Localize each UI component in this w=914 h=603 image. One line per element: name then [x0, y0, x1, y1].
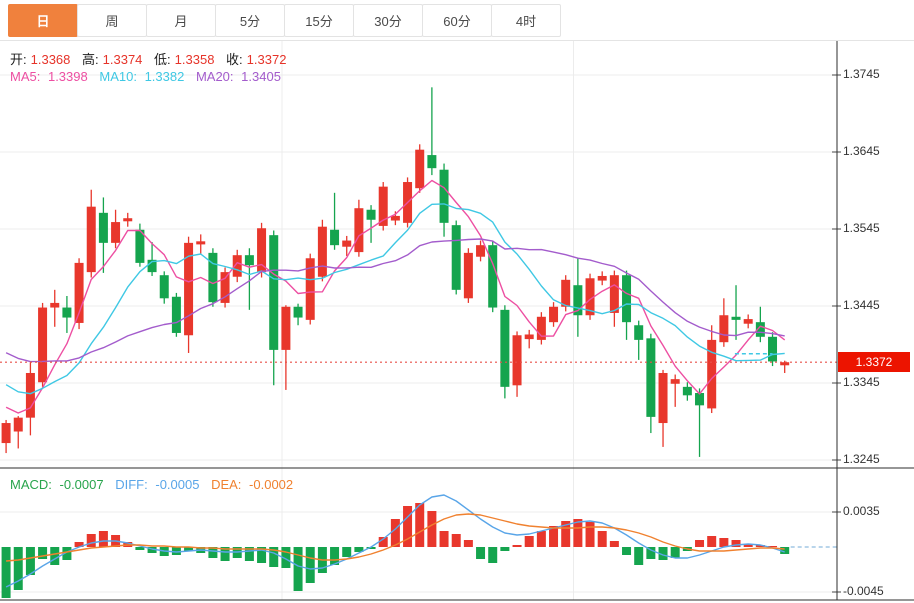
ma20-label: MA20:: [195, 69, 234, 84]
dea-value: -0.0002: [249, 477, 294, 492]
kline-macd-canvas[interactable]: [0, 41, 914, 603]
diff-label: DIFF:: [115, 477, 148, 492]
ma-legend: MA5: 1.3398 MA10: 1.3382 MA20: 1.3405: [10, 69, 289, 84]
timeframe-tabbar: 日周月 5分 15分 30分 60分 4时: [0, 0, 914, 41]
tab-timeframe-2[interactable]: 月: [146, 3, 216, 37]
tab-timeframe-0[interactable]: 日: [8, 3, 78, 37]
tab-timeframe-6[interactable]: 60分: [422, 3, 492, 37]
open-value: 1.3368: [30, 52, 71, 67]
ma5-value: 1.3398: [47, 69, 88, 84]
diff-value: -0.0005: [155, 477, 200, 492]
ohlc-legend: 开: 1.3368 高: 1.3374 低: 1.3358 收: 1.3372: [10, 49, 294, 68]
close-value: 1.3372: [246, 52, 287, 67]
ma10-value: 1.3382: [144, 69, 185, 84]
tab-timeframe-7[interactable]: 4时: [491, 3, 561, 37]
high-label: 高:: [82, 52, 99, 67]
ma10-label: MA10:: [99, 69, 137, 84]
tab-timeframe-5[interactable]: 30分: [353, 3, 423, 37]
close-label: 收:: [226, 52, 243, 67]
tab-timeframe-4[interactable]: 15分: [284, 3, 354, 37]
price-axis-label-5: 1.3245: [843, 452, 880, 466]
dea-label: DEA:: [211, 477, 242, 492]
macd-axis-label-1: -0.0045: [843, 584, 884, 598]
price-axis-label-1: 1.3645: [843, 144, 880, 158]
price-axis-label-0: 1.3745: [843, 67, 880, 81]
macd-value: -0.0007: [59, 477, 104, 492]
price-axis-label-3: 1.3445: [843, 298, 880, 312]
price-axis-label-2: 1.3545: [843, 221, 880, 235]
ma20-value: 1.3405: [241, 69, 281, 84]
low-value: 1.3358: [174, 52, 215, 67]
macd-axis-label-0: 0.0035: [843, 504, 880, 518]
tab-timeframe-1[interactable]: 周: [77, 3, 147, 37]
tab-timeframe-3[interactable]: 5分: [215, 3, 285, 37]
chart-area[interactable]: 开: 1.3368 高: 1.3374 低: 1.3358 收: 1.3372 MA5:…: [0, 41, 914, 603]
macd-legend: MACD: -0.0007 DIFF: -0.0005 DEA: -0.0002: [10, 477, 301, 492]
high-value: 1.3374: [102, 52, 143, 67]
macd-label: MACD:: [10, 477, 52, 492]
price-axis-label-4: 1.3345: [843, 375, 880, 389]
last-price-badge: 1.3372: [838, 352, 910, 373]
open-label: 开:: [10, 52, 27, 67]
low-label: 低:: [154, 52, 171, 67]
ma5-label: MA5:: [10, 69, 41, 84]
